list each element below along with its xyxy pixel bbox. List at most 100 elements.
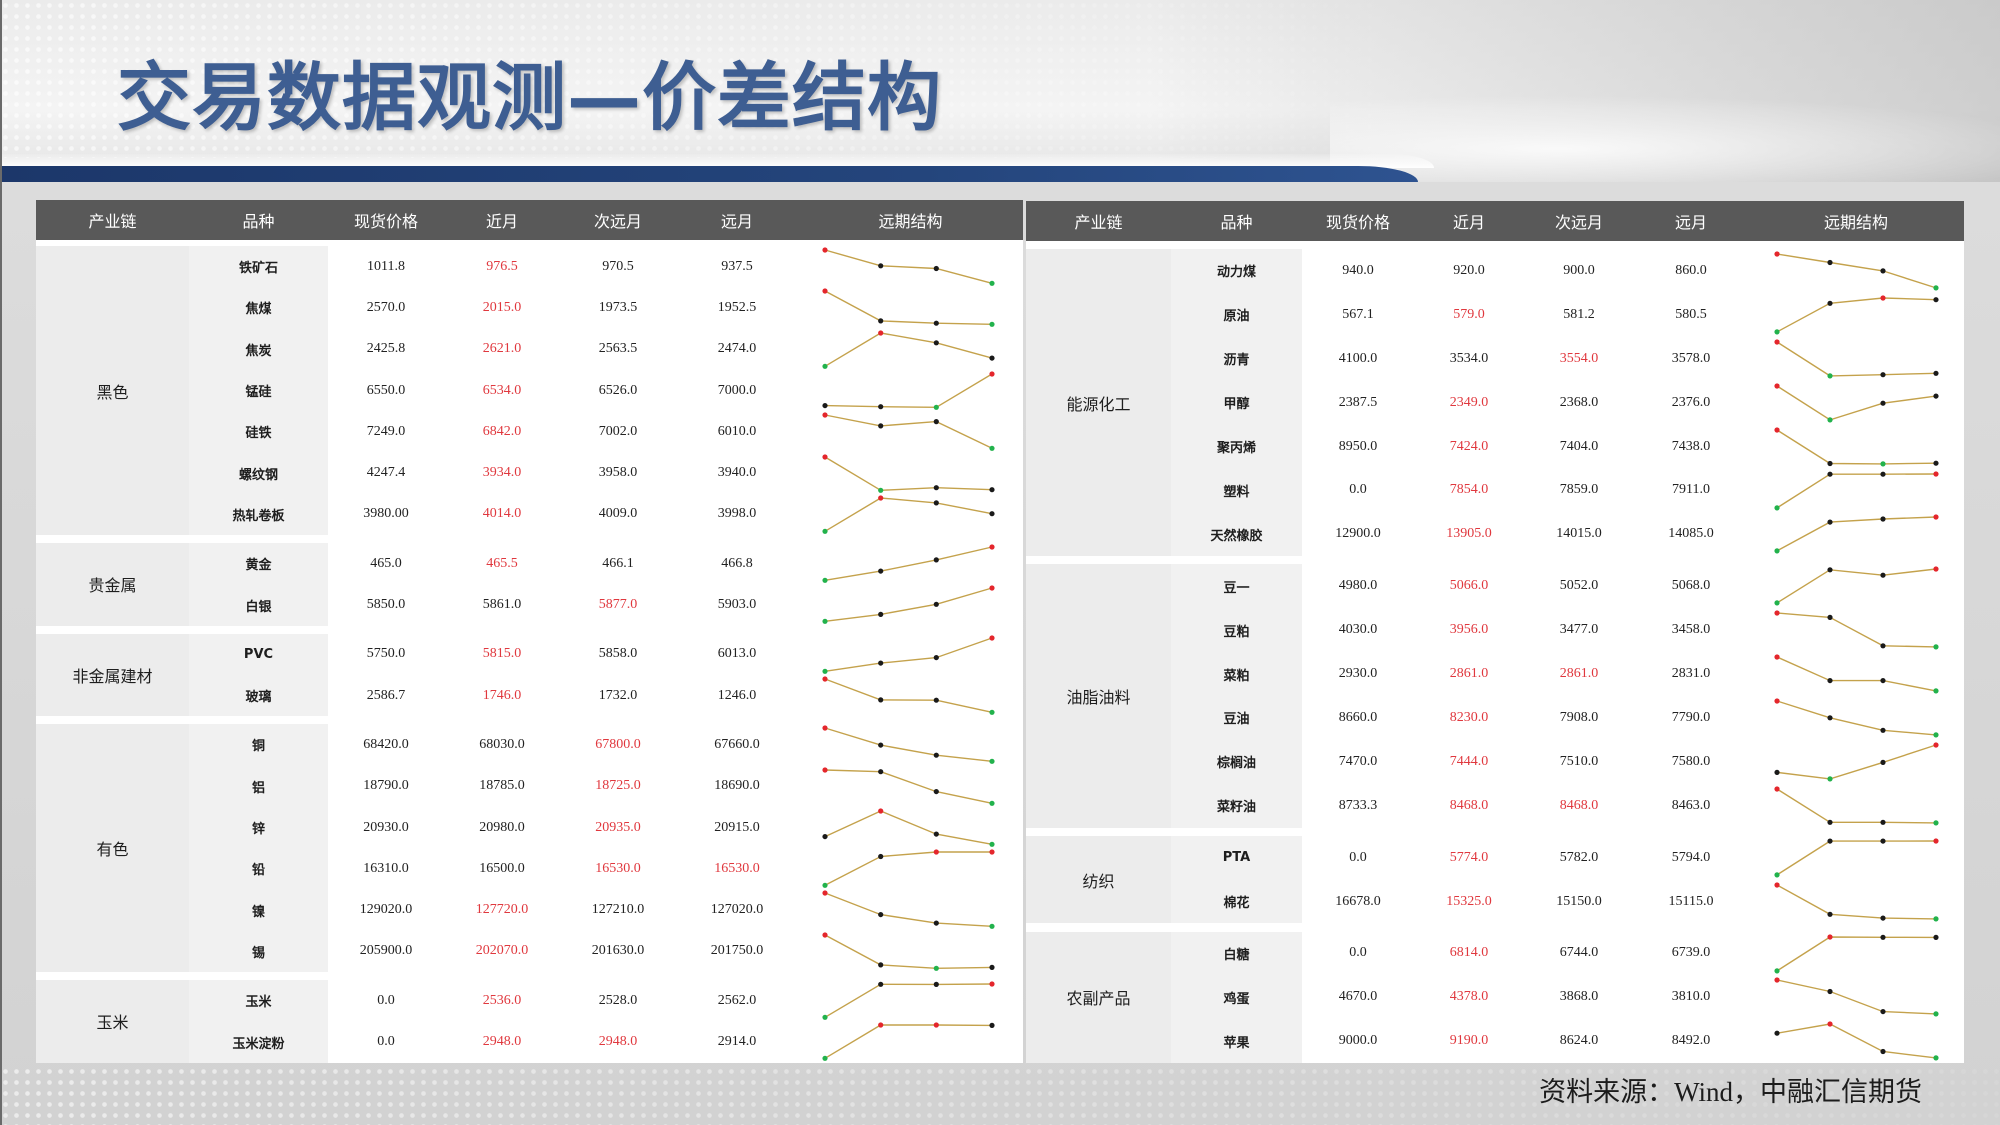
cell-next-price: 1973.5 — [598, 299, 638, 315]
forward-structure-cell — [798, 494, 1023, 535]
sparkline-line — [824, 810, 993, 845]
sparkline-point-near — [1827, 567, 1833, 573]
sparkline-point-far — [1933, 296, 1939, 303]
sparkline-point-far — [1933, 934, 1939, 940]
variety-name: 螺纹钢 — [238, 467, 278, 483]
table-row: 棉花 16678.0 15325.0 15150.0 15115.0 — [1026, 880, 1964, 924]
cell-near-price: 5774.0 — [1449, 849, 1489, 865]
sparkline — [1774, 514, 1939, 554]
sparkline-line — [1776, 429, 1936, 465]
sparkline-point-far — [989, 445, 995, 452]
sparkline-point-next — [1880, 678, 1886, 684]
sparkline-point-far — [989, 544, 995, 550]
sparkline-point-spot — [1774, 251, 1780, 257]
forward-structure-cell — [798, 287, 1023, 328]
title-bar-highlight — [0, 154, 1434, 168]
variety-name: 铁矿石 — [238, 261, 278, 277]
forward-structure-cell — [1748, 836, 1964, 880]
cell-spot-price: 12900.0 — [1335, 526, 1381, 542]
forward-structure-cell — [798, 675, 1023, 716]
sparkline-point-next — [933, 752, 939, 759]
cell-near-price: 5815.0 — [482, 646, 522, 662]
variety-name: 豆油 — [1223, 712, 1250, 728]
sparkline-point-near — [878, 768, 884, 774]
sparkline-point-spot — [1774, 548, 1780, 554]
variety-name: 铝 — [251, 780, 265, 796]
variety-name: 原油 — [1223, 309, 1250, 325]
slide-left-edge — [0, 0, 2, 1125]
cell-next-price: 18725.0 — [595, 778, 641, 794]
variety-name: 白银 — [245, 599, 272, 615]
cell-spot-price: 18790.0 — [363, 778, 409, 794]
cell-far-price: 2562.0 — [717, 992, 757, 1008]
group-block: 能源化工 动力煤 940.0 920.0 900.0 860.0 原油 567.1 579.0 5… — [1026, 249, 1964, 557]
sparkline-point-spot — [822, 1014, 828, 1020]
sparkline-point-near — [878, 912, 884, 918]
sparkline-point-far — [989, 1023, 995, 1029]
sparkline-point-spot — [822, 882, 828, 889]
variety-name: 锰硅 — [245, 385, 272, 401]
cell-near-price: 2948.0 — [482, 1034, 522, 1050]
forward-structure-cell — [1748, 880, 1964, 924]
sparkline-point-spot — [1774, 871, 1780, 878]
sparkline-line — [824, 546, 993, 582]
cell-near-price: 202070.0 — [475, 943, 529, 959]
sparkline — [822, 676, 995, 715]
sparkline-point-spot — [1774, 610, 1780, 616]
sparkline-line — [824, 934, 993, 969]
variety-name: 焦炭 — [245, 343, 272, 359]
sparkline-line — [1776, 612, 1936, 648]
sparkline-point-spot — [822, 890, 828, 897]
cell-spot-price: 2387.5 — [1338, 394, 1378, 410]
sparkline-point-near — [1827, 259, 1833, 266]
sparkline — [822, 932, 995, 971]
sparkline-point-far — [1933, 688, 1939, 694]
sparkline — [1774, 933, 1939, 973]
sparkline-point-spot — [1774, 600, 1780, 606]
variety-name: 硅铁 — [245, 426, 272, 442]
sparkline-point-spot — [1774, 881, 1780, 888]
forward-structure-cell — [798, 584, 1023, 625]
cell-far-price: 3810.0 — [1671, 989, 1711, 1005]
sparkline-point-next — [933, 1022, 939, 1028]
variety-name: 菜籽油 — [1216, 800, 1256, 816]
sparkline-point-spot — [1774, 967, 1780, 973]
sparkline-point-next — [933, 849, 939, 855]
cell-spot-price: 16310.0 — [363, 860, 409, 876]
sparkline-point-spot — [1774, 977, 1780, 983]
cell-next-price: 16530.0 — [595, 860, 641, 876]
cell-next-price: 970.5 — [602, 258, 634, 274]
cell-far-price: 5794.0 — [1671, 849, 1711, 865]
cell-spot-price: 5750.0 — [366, 646, 406, 662]
sparkline — [1774, 977, 1939, 1017]
sparkline-line — [824, 331, 993, 367]
cell-next-price: 466.1 — [602, 555, 634, 571]
cell-next-price: 3958.0 — [598, 465, 638, 481]
cell-near-price: 6814.0 — [1449, 945, 1489, 961]
sparkline — [1774, 470, 1939, 510]
sparkline-point-spot — [822, 288, 828, 294]
variety-name: 棕榈油 — [1216, 756, 1256, 772]
sparkline — [822, 371, 995, 410]
world-map-dots-top — [0, 0, 1420, 158]
variety-column-background — [189, 246, 328, 536]
sparkline-line — [824, 414, 993, 450]
sparkline-point-far — [1933, 644, 1939, 650]
forward-structure-cell — [798, 766, 1023, 807]
sparkline-line — [824, 678, 993, 713]
cell-spot-price: 129020.0 — [359, 902, 413, 918]
variety-name: 甲醇 — [1223, 397, 1250, 413]
cell-far-price: 7911.0 — [1672, 482, 1710, 498]
cell-next-price: 6526.0 — [598, 382, 638, 398]
cell-spot-price: 2586.7 — [366, 687, 406, 703]
variety-name: 铜 — [251, 739, 265, 755]
group-block: 有色 铜 68420.0 68030.0 67800.0 67660.0 铝 18790.0 1… — [36, 724, 1023, 973]
sparkline-point-next — [1880, 727, 1886, 733]
sparkline-point-far — [989, 510, 995, 517]
sparkline-point-spot — [822, 932, 828, 938]
sparkline-point-near — [878, 318, 884, 324]
cell-far-price: 466.8 — [721, 555, 753, 571]
forward-structure-cell — [798, 370, 1023, 411]
sparkline-point-near — [878, 660, 884, 666]
table-row: 焦炭 2425.8 2621.0 2563.5 2474.0 — [36, 329, 1023, 370]
